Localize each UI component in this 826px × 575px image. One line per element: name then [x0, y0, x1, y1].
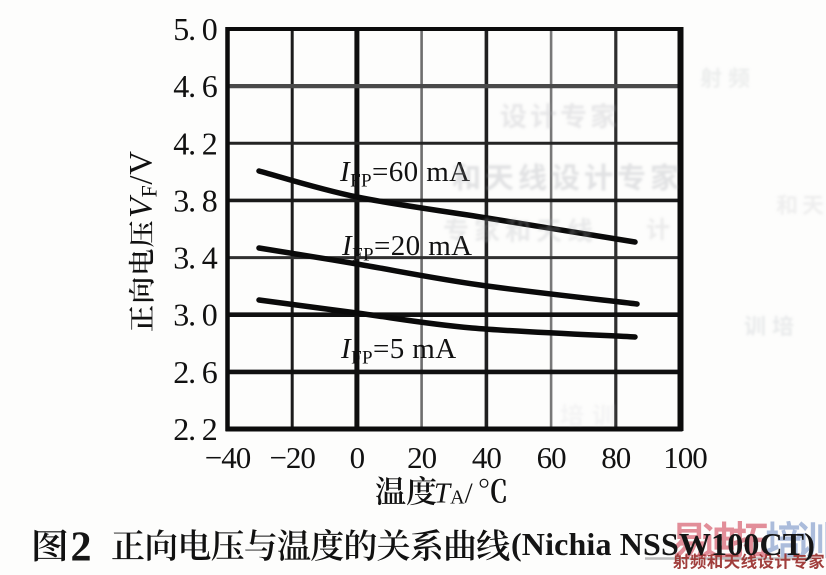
svg-text:−20: −20: [269, 440, 315, 475]
svg-text:2: 2: [71, 525, 92, 571]
svg-text:40: 40: [472, 440, 502, 475]
svg-text:20: 20: [407, 440, 437, 475]
svg-text:3. 8: 3. 8: [173, 182, 216, 218]
svg-text:80: 80: [601, 440, 631, 475]
svg-text:5. 0: 5. 0: [173, 11, 216, 47]
svg-text:3. 0: 3. 0: [173, 297, 216, 333]
svg-text:3. 4: 3. 4: [173, 240, 217, 276]
svg-text:2. 2: 2. 2: [173, 411, 216, 447]
svg-text:−40: −40: [205, 440, 251, 475]
svg-text:100: 100: [663, 440, 707, 475]
svg-text:TA/: TA/: [434, 478, 474, 510]
svg-text:4. 2: 4. 2: [173, 125, 216, 161]
svg-text:(Nichia NSSW100CT): (Nichia NSSW100CT): [511, 526, 815, 562]
svg-text:0: 0: [350, 440, 365, 475]
svg-text:IFP=20 mA: IFP=20 mA: [341, 230, 473, 266]
svg-text:2. 6: 2. 6: [173, 354, 217, 390]
svg-text:4. 6: 4. 6: [173, 68, 217, 104]
svg-text:60: 60: [537, 440, 567, 475]
svg-text:IFP=5 mA: IFP=5 mA: [340, 333, 457, 369]
svg-text:VF/V: VF/V: [124, 151, 162, 218]
